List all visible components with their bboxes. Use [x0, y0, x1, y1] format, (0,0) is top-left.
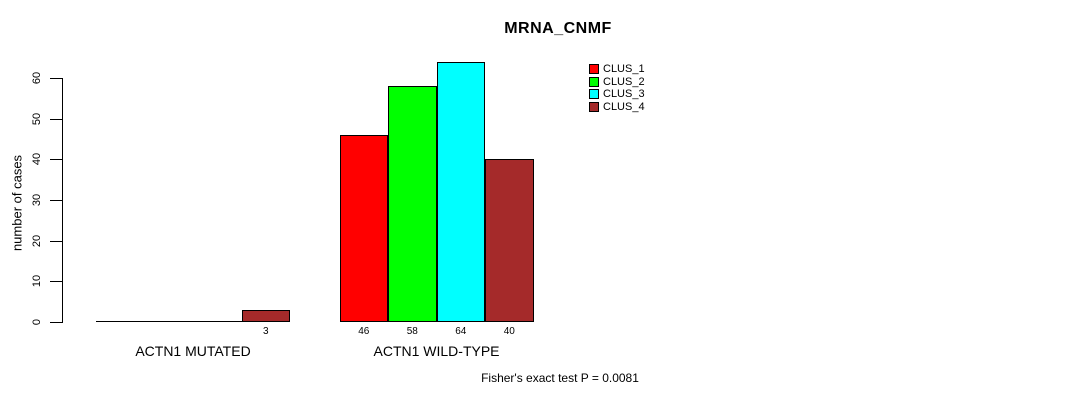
zero-bar-line [144, 321, 194, 322]
legend-label: CLUS_4 [603, 101, 645, 114]
y-axis-tick [50, 241, 62, 242]
legend-label: CLUS_3 [603, 88, 645, 101]
y-axis-tick [50, 119, 62, 120]
y-axis-tick-label: 10 [31, 274, 43, 288]
bar-value-label: 40 [503, 326, 515, 337]
legend-swatch-clus_4 [589, 102, 599, 113]
y-axis-tick-label: 20 [31, 234, 43, 248]
y-axis-tick-label: 50 [31, 112, 43, 126]
y-axis-tick [50, 159, 62, 160]
bar-clus_4 [485, 159, 534, 322]
y-axis-tick [50, 281, 62, 282]
group-label: ACTN1 MUTATED [135, 343, 251, 359]
y-axis-line [62, 78, 63, 323]
y-axis-tick-label: 60 [31, 71, 43, 85]
group-label: ACTN1 WILD-TYPE [373, 343, 500, 359]
legend-swatch-clus_1 [589, 64, 599, 75]
y-axis-tick-label: 30 [31, 193, 43, 207]
annotation-text: Fisher's exact test P = 0.0081 [481, 371, 639, 385]
bar-clus_3 [436, 61, 485, 322]
legend-swatch-clus_2 [589, 76, 599, 87]
y-axis-title: number of cases [9, 154, 25, 252]
legend-row: CLUS_1 [589, 63, 645, 76]
legend-label: CLUS_2 [603, 75, 645, 88]
legend-row: CLUS_4 [589, 101, 645, 114]
legend-swatch-clus_3 [589, 89, 599, 100]
legend-label: CLUS_1 [603, 63, 645, 76]
legend-row: CLUS_2 [589, 76, 645, 89]
zero-bar-line [96, 321, 145, 322]
y-axis-tick [50, 78, 62, 79]
chart-title: MRNA_CNMF [504, 20, 612, 37]
bar-clus_1 [339, 134, 388, 322]
y-axis-tick-label: 0 [31, 318, 43, 326]
bar-value-label: 46 [358, 326, 370, 337]
bar-clus_2 [388, 86, 437, 322]
bar-value-label: 64 [455, 326, 467, 337]
zero-bar-line [193, 321, 242, 322]
bar-value-label: 3 [262, 326, 269, 337]
y-axis-tick [50, 322, 62, 323]
y-axis-tick [50, 200, 62, 201]
bar-clus_4 [241, 309, 290, 322]
legend-row: CLUS_3 [589, 88, 645, 101]
y-axis-tick-label: 40 [31, 152, 43, 166]
bar-value-label: 58 [406, 326, 418, 337]
